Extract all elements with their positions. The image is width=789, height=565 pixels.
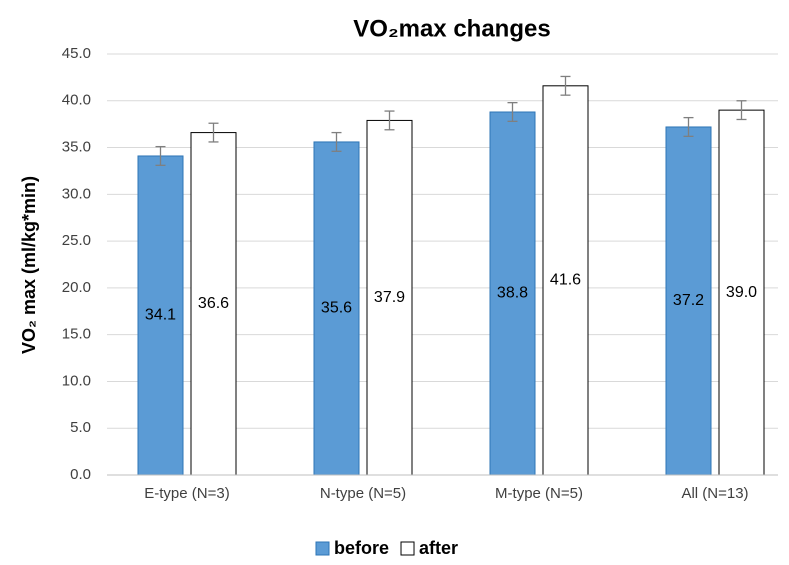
- data-label: 35.6: [321, 300, 352, 317]
- legend-label: after: [419, 538, 458, 558]
- bar: [718, 109, 765, 476]
- data-label: 38.8: [497, 285, 528, 302]
- y-tick-label: 0.0: [70, 466, 91, 483]
- y-axis-label: VO₂ max (ml/kg*min): [19, 176, 39, 354]
- data-label: 41.6: [550, 272, 581, 289]
- x-tick-label: M-type (N=5): [495, 485, 583, 502]
- bar: [190, 132, 237, 476]
- y-tick-label: 30.0: [62, 185, 91, 202]
- x-tick-label: All (N=13): [681, 485, 748, 502]
- bar: [665, 126, 712, 476]
- bar: [489, 111, 536, 476]
- data-label: 34.1: [145, 307, 176, 324]
- bar: [366, 119, 413, 476]
- chart-title: VO₂max changes: [353, 15, 550, 42]
- y-tick-label: 20.0: [62, 279, 91, 296]
- data-label: 39.0: [726, 284, 757, 301]
- y-tick-label: 15.0: [62, 326, 91, 343]
- y-tick-label: 35.0: [62, 139, 91, 156]
- data-label: 36.6: [198, 295, 229, 312]
- legend-label: before: [334, 538, 389, 558]
- legend-swatch: [315, 541, 330, 556]
- x-tick-label: E-type (N=3): [144, 485, 229, 502]
- data-label: 37.2: [673, 292, 704, 309]
- x-tick-label: N-type (N=5): [320, 485, 406, 502]
- legend-swatch: [400, 541, 415, 556]
- y-tick-label: 10.0: [62, 372, 91, 389]
- y-tick-label: 40.0: [62, 92, 91, 109]
- y-tick-label: 5.0: [70, 419, 91, 436]
- y-tick-label: 45.0: [62, 45, 91, 62]
- data-label: 37.9: [374, 289, 405, 306]
- y-tick-label: 25.0: [62, 232, 91, 249]
